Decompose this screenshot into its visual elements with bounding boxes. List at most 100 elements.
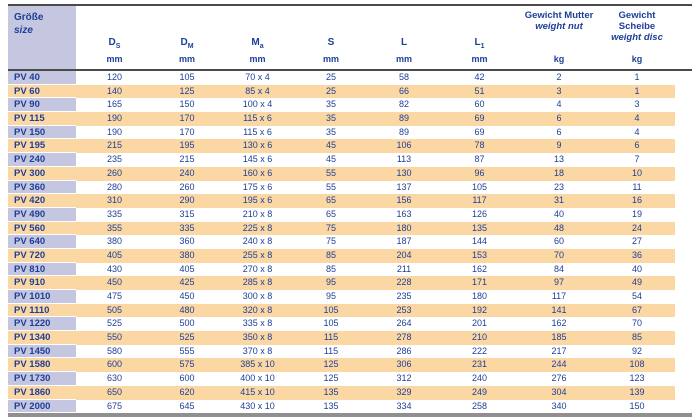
cell-l1: 210 xyxy=(440,331,519,345)
row-size-label: PV 490 xyxy=(8,207,76,222)
cell-dm: 525 xyxy=(153,331,221,345)
cell-l1: 78 xyxy=(440,139,519,154)
cell-l1: 96 xyxy=(440,166,519,181)
cell-weight-nut: 3 xyxy=(519,84,599,99)
cell-dm: 215 xyxy=(153,153,221,167)
cell-l1: 126 xyxy=(440,207,519,222)
cell-l: 235 xyxy=(368,290,440,304)
cell-ma: 430 x 10 xyxy=(221,399,294,414)
cell-l: 306 xyxy=(368,358,440,373)
row-size-label: PV 1450 xyxy=(8,344,76,359)
table-row: PV 150 190 170 115 x 6 35 89 69 6 4 xyxy=(8,125,675,140)
cell-ds: 450 xyxy=(76,276,153,290)
cell-l: 228 xyxy=(368,276,440,290)
cell-dm: 260 xyxy=(153,180,221,195)
cell-ds: 190 xyxy=(76,112,153,126)
cell-s: 25 xyxy=(294,71,368,85)
cell-ma: 285 x 8 xyxy=(221,276,294,290)
row-size-label: PV 810 xyxy=(8,262,76,277)
cell-weight-disc: 1 xyxy=(599,84,675,99)
cell-weight-disc: 40 xyxy=(599,262,675,277)
dimension-table: Größe size DS mm DM mm xyxy=(8,6,675,414)
table-row: PV 910 450 425 285 x 8 95 228 171 97 49 xyxy=(8,276,675,290)
column-header-ds: DS mm xyxy=(106,37,123,64)
cell-ds: 650 xyxy=(76,385,153,400)
cell-s: 125 xyxy=(294,358,368,373)
dimension-table-container: Größe size DS mm DM mm xyxy=(8,4,692,418)
cell-l1: 171 xyxy=(440,276,519,290)
unit-label: kg xyxy=(553,54,565,64)
cell-ma: 115 x 6 xyxy=(221,112,294,126)
cell-dm: 500 xyxy=(153,317,221,332)
table-row: PV 1340 550 525 350 x 8 115 278 210 185 … xyxy=(8,331,675,345)
cell-weight-disc: 49 xyxy=(599,276,675,290)
row-size-label: PV 420 xyxy=(8,194,76,208)
column-header-l: L mm xyxy=(395,37,412,64)
row-size-label: PV 560 xyxy=(8,221,76,236)
cell-weight-nut: 40 xyxy=(519,207,599,222)
cell-l: 187 xyxy=(368,235,440,249)
cell-l: 89 xyxy=(368,112,440,126)
cell-weight-disc: 24 xyxy=(599,221,675,236)
cell-ds: 675 xyxy=(76,399,153,414)
cell-l1: 117 xyxy=(440,194,519,208)
row-size-label: PV 640 xyxy=(8,235,76,249)
unit-label: kg xyxy=(631,54,643,64)
size-label-en: size xyxy=(14,25,33,36)
cell-l: 163 xyxy=(368,207,440,222)
cell-ds: 235 xyxy=(76,153,153,167)
cell-ds: 475 xyxy=(76,290,153,304)
cell-l: 58 xyxy=(368,71,440,85)
row-size-label: PV 115 xyxy=(8,112,76,126)
cell-s: 115 xyxy=(294,344,368,359)
table-row: PV 40 120 105 70 x 4 25 58 42 2 1 xyxy=(8,71,675,85)
cell-weight-disc: 16 xyxy=(599,194,675,208)
cell-s: 55 xyxy=(294,180,368,195)
weight-disc-label-en: weight disc xyxy=(611,32,663,43)
cell-weight-disc: 150 xyxy=(599,399,675,414)
row-size-label: PV 60 xyxy=(8,84,76,99)
cell-ma: 195 x 6 xyxy=(221,194,294,208)
cell-s: 45 xyxy=(294,139,368,154)
cell-l1: 258 xyxy=(440,399,519,414)
cell-ma: 255 x 8 xyxy=(221,248,294,263)
cell-l: 334 xyxy=(368,399,440,414)
table-row: PV 240 235 215 145 x 6 45 113 87 13 7 xyxy=(8,153,675,167)
cell-l: 211 xyxy=(368,262,440,277)
cell-s: 35 xyxy=(294,125,368,140)
cell-s: 55 xyxy=(294,166,368,181)
cell-l: 329 xyxy=(368,385,440,400)
cell-weight-disc: 85 xyxy=(599,331,675,345)
cell-ds: 335 xyxy=(76,207,153,222)
cell-weight-nut: 23 xyxy=(519,180,599,195)
table-row: PV 560 355 335 225 x 8 75 180 135 48 24 xyxy=(8,221,675,236)
cell-weight-nut: 31 xyxy=(519,194,599,208)
cell-s: 85 xyxy=(294,248,368,263)
cell-l1: 60 xyxy=(440,98,519,113)
cell-l: 180 xyxy=(368,221,440,236)
cell-dm: 150 xyxy=(153,98,221,113)
cell-weight-nut: 60 xyxy=(519,235,599,249)
cell-l1: 222 xyxy=(440,344,519,359)
cell-weight-nut: 276 xyxy=(519,372,599,386)
cell-weight-disc: 3 xyxy=(599,98,675,113)
table-row: PV 195 215 195 130 x 6 45 106 78 9 6 xyxy=(8,139,675,154)
cell-l1: 180 xyxy=(440,290,519,304)
cell-ma: 400 x 10 xyxy=(221,372,294,386)
cell-ma: 300 x 8 xyxy=(221,290,294,304)
cell-dm: 450 xyxy=(153,290,221,304)
cell-ma: 115 x 6 xyxy=(221,125,294,140)
table-row: PV 90 165 150 100 x 4 35 82 60 4 3 xyxy=(8,98,675,113)
row-size-label: PV 360 xyxy=(8,180,76,195)
cell-ds: 355 xyxy=(76,221,153,236)
cell-dm: 315 xyxy=(153,207,221,222)
cell-ds: 525 xyxy=(76,317,153,332)
cell-dm: 335 xyxy=(153,221,221,236)
table-row: PV 1860 650 620 415 x 10 135 329 249 304… xyxy=(8,385,675,400)
cell-s: 35 xyxy=(294,112,368,126)
cell-weight-nut: 6 xyxy=(519,112,599,126)
row-size-label: PV 150 xyxy=(8,125,76,140)
cell-dm: 645 xyxy=(153,399,221,414)
cell-l: 66 xyxy=(368,84,440,99)
cell-dm: 600 xyxy=(153,372,221,386)
